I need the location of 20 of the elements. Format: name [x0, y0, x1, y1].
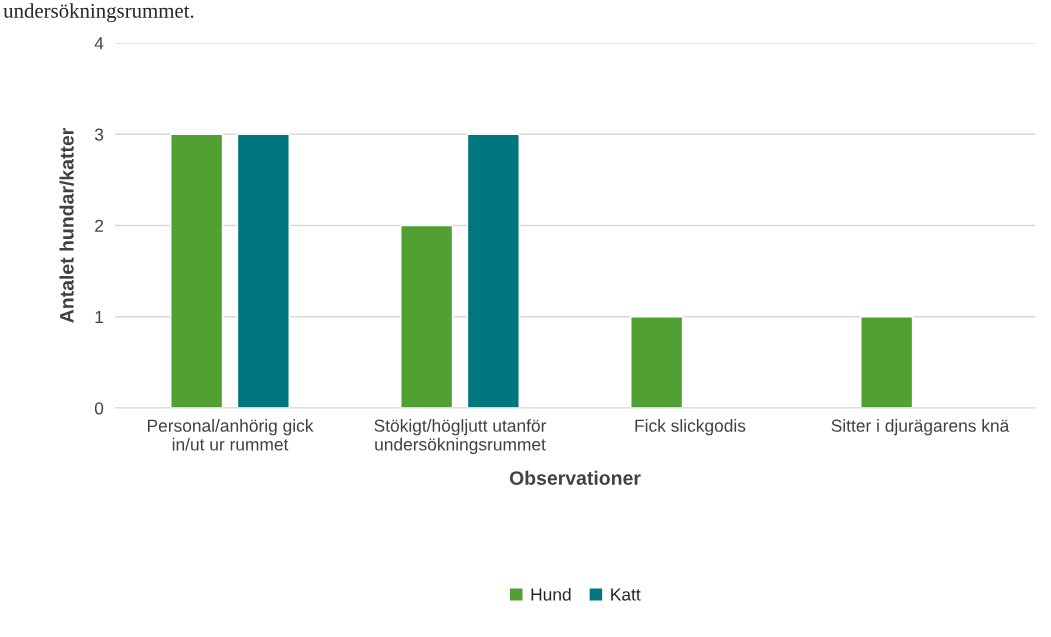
x-tick-label: Stökigt/högljutt utanför undersökningsrummet: [374, 419, 547, 454]
bar: [400, 224, 454, 408]
bar: [466, 133, 520, 408]
y-axis-title: Antalet hundar/katter: [59, 128, 74, 323]
y-tick-label: 0: [94, 402, 104, 415]
legend-label: Katt: [611, 588, 641, 601]
y-tick-label: 1: [95, 311, 104, 324]
y-tick-label: 2: [95, 219, 104, 232]
bar: [630, 316, 684, 408]
text: undersökningsrummet.: [3, 3, 194, 23]
bar: [236, 133, 290, 408]
legend-label: Hund: [531, 587, 571, 601]
x-tick-label: Sitter i djurägarens knä: [831, 419, 1010, 436]
y-tick-label: 4: [94, 37, 104, 50]
x-axis-title: Observationer: [509, 470, 641, 485]
bar: [170, 133, 224, 408]
bar: [860, 316, 914, 408]
x-tick-label: Fick slickgodis: [635, 419, 746, 436]
x-tick-label: Personal/anhörig gick in/ut ur rummet: [147, 419, 314, 451]
y-tick-label: 3: [94, 128, 104, 141]
